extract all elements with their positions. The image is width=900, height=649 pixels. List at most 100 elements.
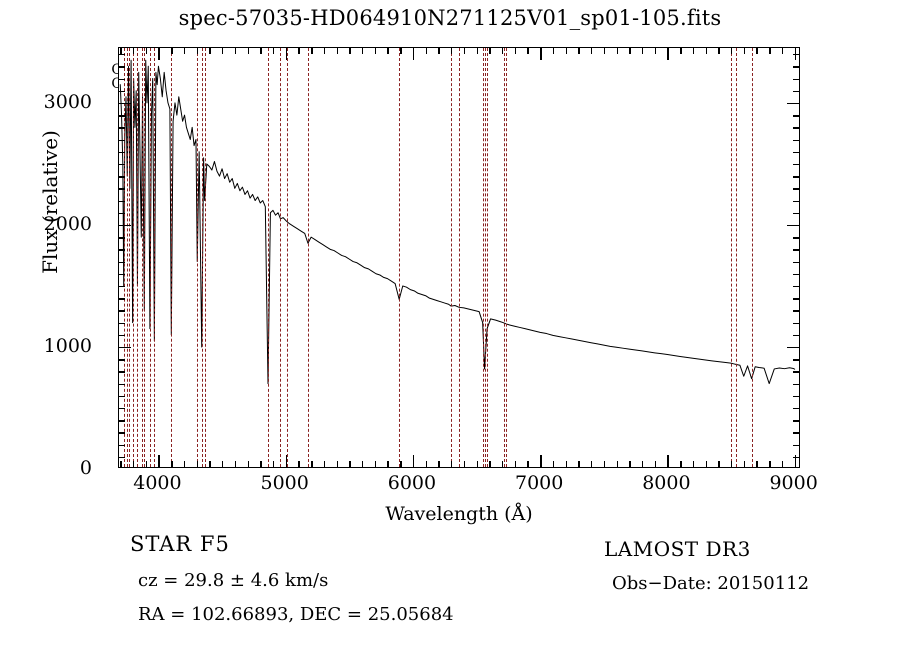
y-minor-tick	[119, 78, 125, 80]
x-major-tick	[412, 455, 415, 467]
y-minor-tick	[119, 249, 125, 251]
x-minor-tick-top	[120, 48, 122, 54]
line-marker	[137, 48, 139, 467]
y-minor-tick	[119, 273, 125, 276]
y-minor-tick-right	[793, 78, 799, 80]
page-title: spec-57035-HD064910N271125V01_sp01-105.f…	[178, 6, 722, 30]
x-major-tick	[667, 455, 669, 467]
x-minor-tick-top	[438, 48, 440, 54]
x-minor-tick-top	[565, 48, 567, 54]
line-marker	[505, 48, 507, 467]
y-major-tick-right	[787, 346, 799, 349]
x-minor-tick	[489, 461, 491, 467]
x-minor-tick	[272, 461, 275, 467]
y-minor-tick-right	[793, 151, 799, 154]
x-minor-tick	[171, 461, 173, 467]
y-minor-tick-right	[793, 334, 799, 337]
x-minor-tick-top	[374, 48, 377, 54]
x-minor-tick-top	[260, 48, 262, 54]
y-minor-tick	[119, 176, 125, 178]
x-minor-tick	[451, 461, 453, 467]
y-major-tick	[119, 346, 131, 349]
x-minor-tick	[387, 461, 389, 467]
x-minor-tick	[222, 461, 224, 467]
x-minor-tick	[756, 461, 758, 467]
y-minor-tick	[119, 420, 125, 422]
x-minor-tick-top	[222, 48, 224, 54]
y-minor-tick	[119, 188, 125, 190]
y-minor-tick	[119, 432, 125, 434]
y-axis-title: Flux (relative)	[38, 130, 62, 274]
line-marker	[451, 48, 453, 467]
y-minor-tick	[119, 200, 125, 202]
x-minor-tick-top	[552, 48, 555, 54]
y-minor-tick	[119, 115, 125, 117]
x-minor-tick	[311, 461, 313, 467]
x-tick-label: 4000	[133, 472, 182, 494]
y-minor-tick	[119, 151, 125, 154]
x-minor-tick	[438, 461, 440, 467]
x-minor-tick-top	[425, 48, 428, 54]
x-minor-tick-top	[171, 48, 173, 54]
x-tick-label: 8000	[642, 472, 691, 494]
x-minor-tick	[514, 461, 517, 467]
x-minor-tick	[196, 461, 198, 467]
x-minor-tick	[362, 461, 364, 467]
y-minor-tick	[119, 285, 125, 288]
line-marker	[280, 48, 282, 467]
x-minor-tick-top	[298, 48, 300, 54]
x-minor-tick	[743, 461, 746, 467]
x-minor-tick	[552, 461, 555, 467]
line-marker	[286, 48, 288, 467]
y-minor-tick	[119, 90, 125, 93]
y-minor-tick-right	[793, 127, 799, 129]
x-tick-label: 6000	[387, 472, 437, 494]
line-marker	[171, 48, 173, 467]
line-marker	[123, 48, 125, 467]
line-marker	[144, 48, 146, 467]
line-marker	[197, 48, 199, 467]
x-tick-label: 9000	[769, 472, 818, 494]
y-minor-tick-right	[793, 163, 799, 166]
x-minor-tick	[565, 461, 567, 467]
x-minor-tick	[591, 461, 593, 467]
x-minor-tick	[769, 461, 771, 467]
line-marker	[201, 48, 203, 467]
line-marker	[154, 48, 156, 467]
x-minor-tick	[629, 461, 631, 467]
x-minor-tick-top	[209, 48, 211, 54]
x-minor-tick-top	[705, 48, 707, 54]
y-minor-tick-right	[793, 383, 799, 385]
x-minor-tick	[680, 461, 682, 467]
line-marker	[126, 48, 128, 467]
y-minor-tick-right	[793, 115, 799, 117]
line-marker	[141, 48, 143, 467]
y-minor-tick	[119, 310, 125, 312]
x-minor-tick-top	[718, 48, 720, 54]
y-minor-tick-right	[793, 188, 799, 190]
y-minor-tick	[119, 298, 125, 300]
x-minor-tick-top	[527, 48, 529, 54]
x-major-tick	[158, 455, 160, 467]
x-minor-tick-top	[183, 48, 186, 54]
x-minor-tick-top	[501, 48, 504, 54]
x-minor-tick-top	[400, 48, 402, 54]
x-minor-tick-top	[629, 48, 631, 54]
x-minor-tick	[476, 461, 478, 467]
x-minor-tick-top	[133, 48, 135, 54]
y-minor-tick-right	[793, 371, 799, 373]
y-minor-tick	[119, 359, 125, 361]
x-minor-tick-top	[362, 48, 364, 54]
x-minor-tick-top	[654, 48, 657, 54]
x-minor-tick-top	[591, 48, 593, 54]
y-minor-tick	[119, 66, 125, 68]
spectrum-curve	[119, 59, 796, 385]
x-minor-tick	[781, 461, 784, 467]
y-minor-tick-right	[793, 359, 799, 361]
y-minor-tick	[119, 407, 125, 410]
y-minor-tick	[119, 456, 125, 459]
y-minor-tick-right	[793, 420, 799, 422]
x-minor-tick	[145, 461, 148, 467]
y-minor-tick-right	[793, 90, 799, 93]
plot-inner	[119, 48, 799, 467]
